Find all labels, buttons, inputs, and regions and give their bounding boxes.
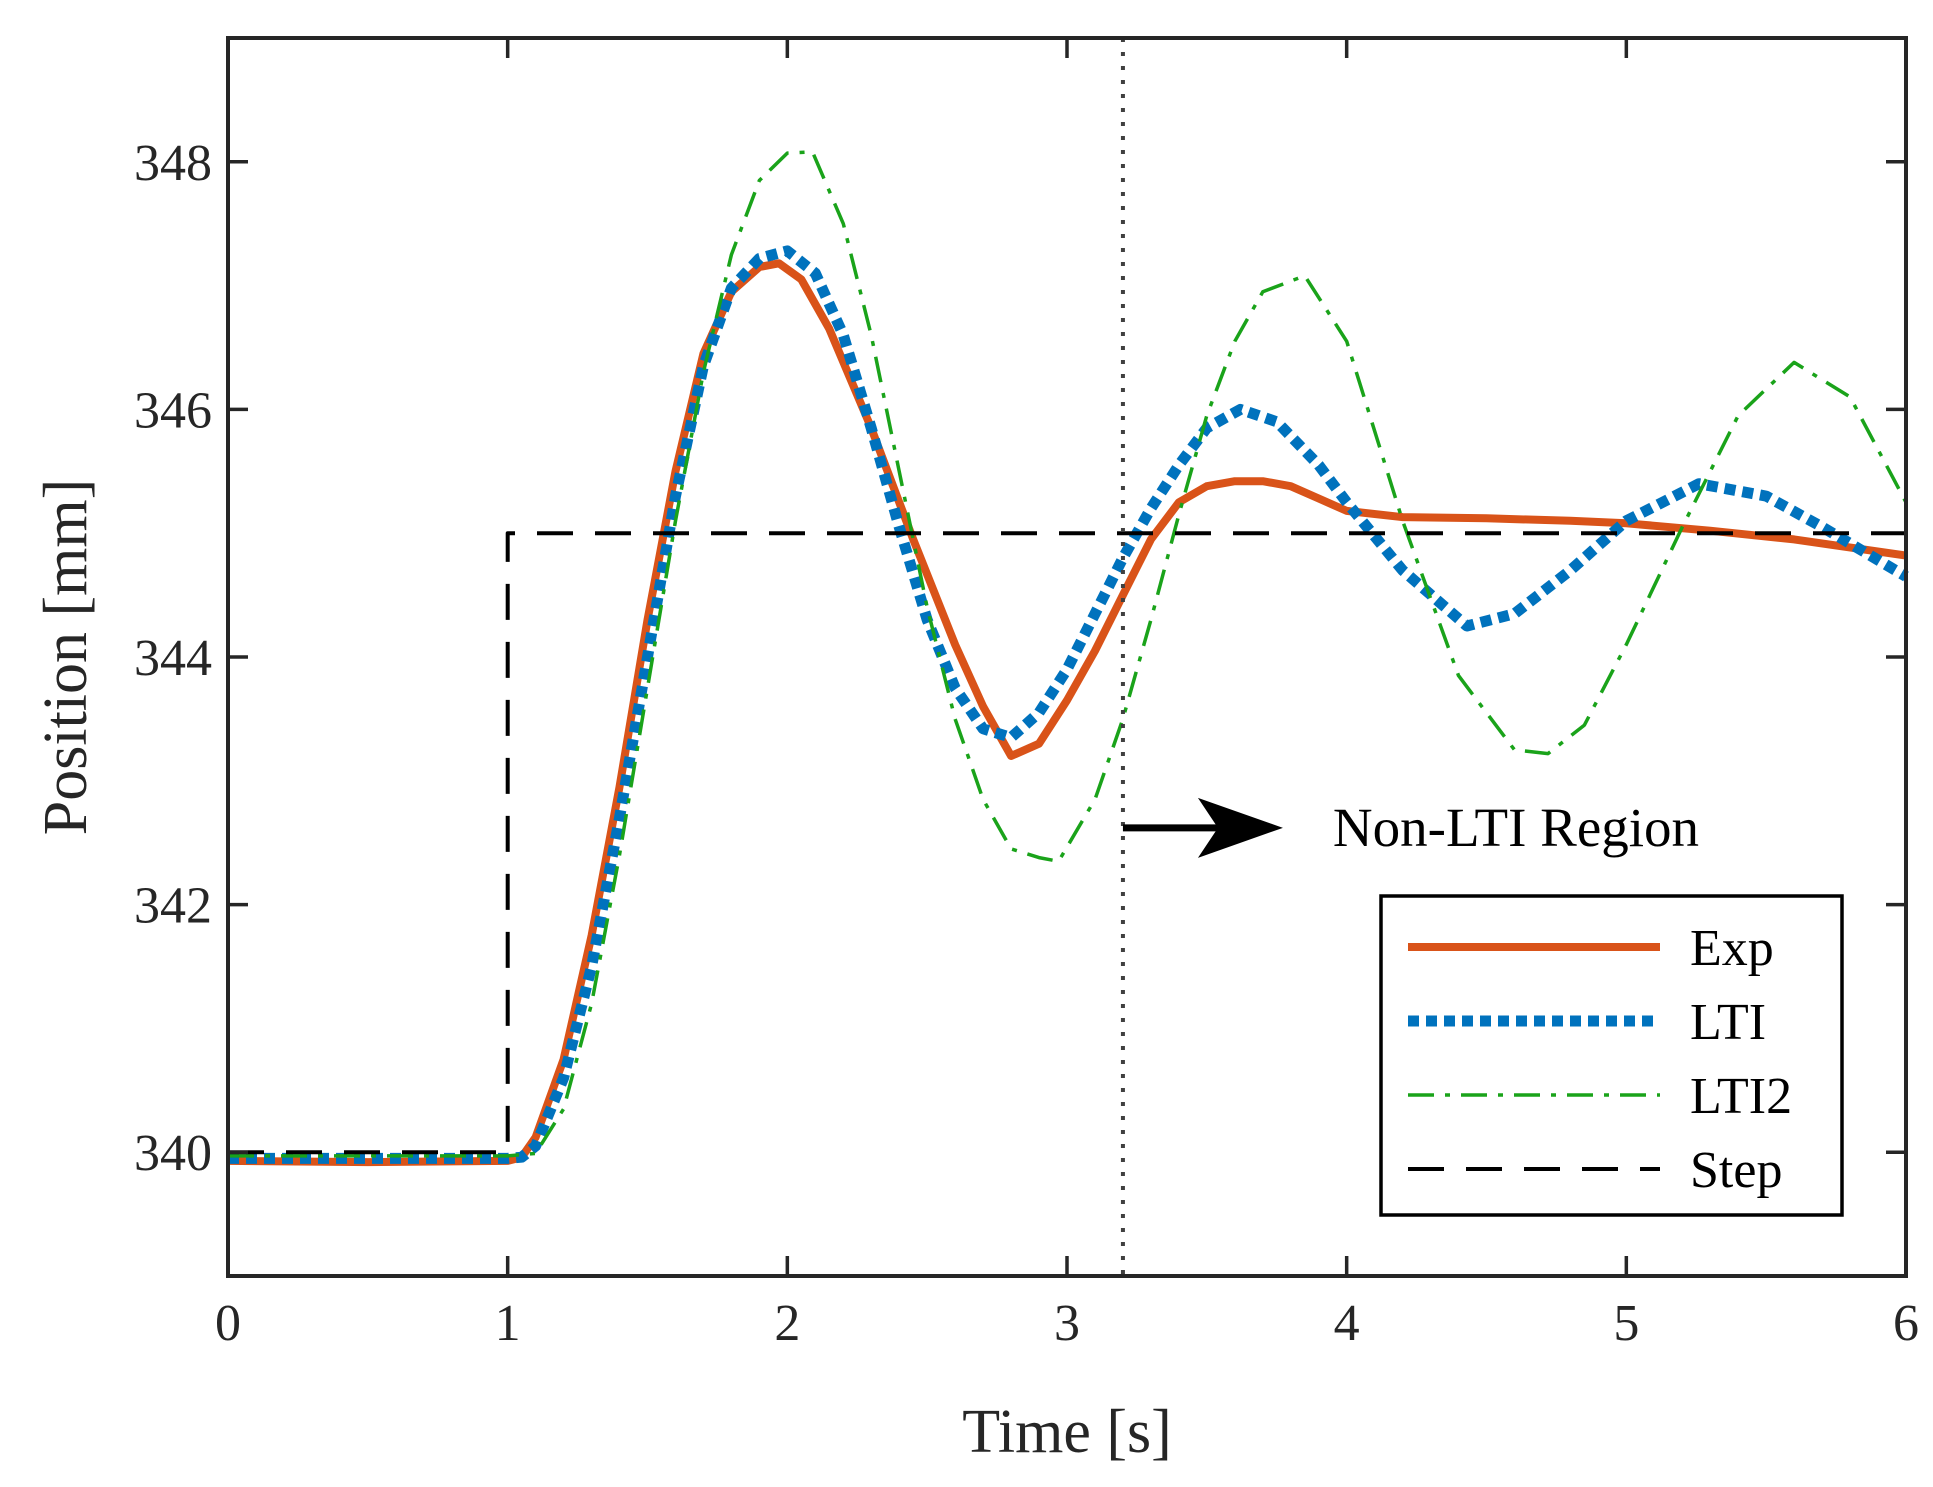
y-tick-label: 340	[134, 1125, 212, 1182]
y-axis-title: Position [mm]	[32, 479, 100, 836]
legend-label-step: Step	[1690, 1142, 1782, 1199]
y-tick-label: 348	[134, 135, 212, 192]
legend-label-exp: Exp	[1690, 920, 1774, 977]
series-layer	[227, 150, 1909, 1167]
x-tick-label: 1	[495, 1295, 521, 1352]
series-step-line	[228, 531, 1906, 1155]
non-lti-region-label: Non-LTI Region	[1333, 797, 1699, 858]
x-tick-label: 0	[215, 1295, 241, 1352]
x-tick-label: 4	[1334, 1295, 1360, 1352]
legend-label-lti: LTI	[1690, 994, 1766, 1051]
ticks-layer: 0 1 2 3 4 5 6 340 342 344 346 348	[134, 38, 1919, 1352]
x-tick-label: 2	[774, 1295, 800, 1352]
x-axis-title: Time [s]	[962, 1398, 1172, 1466]
y-tick-label: 342	[134, 878, 212, 935]
series-lti2-line	[228, 150, 1908, 1158]
y-tick-label: 344	[134, 630, 212, 687]
x-tick-label: 6	[1893, 1295, 1919, 1352]
x-tick-label: 5	[1613, 1295, 1639, 1352]
series-lti-line	[228, 245, 1909, 1164]
non-lti-arrow-icon	[1122, 797, 1283, 858]
y-tick-label: 346	[134, 382, 212, 439]
legend: Exp LTI LTI2 Step	[1379, 894, 1844, 1217]
x-tick-label: 3	[1054, 1295, 1080, 1352]
legend-label-lti2: LTI2	[1690, 1068, 1792, 1125]
